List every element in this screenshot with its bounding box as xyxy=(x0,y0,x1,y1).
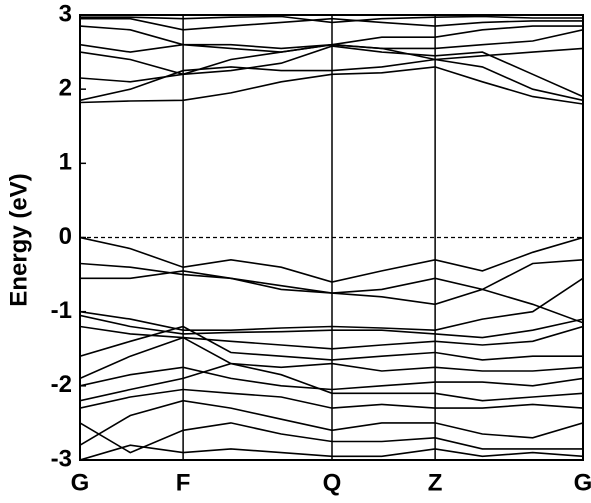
x-tick-label: F xyxy=(176,469,191,496)
y-tick-label: 3 xyxy=(59,0,72,27)
x-tick-label: G xyxy=(574,469,591,496)
y-tick-label: -2 xyxy=(51,371,72,398)
x-tick-label: G xyxy=(71,469,90,496)
plot-frame xyxy=(79,14,584,461)
y-tick-label: 1 xyxy=(59,149,72,176)
x-tick-label: Q xyxy=(323,469,342,496)
y-tick-label: 2 xyxy=(59,75,72,102)
y-tick-label: -1 xyxy=(51,297,72,324)
y-tick-label: 0 xyxy=(59,223,72,250)
y-tick-label: -3 xyxy=(51,445,72,472)
x-tick-label: Z xyxy=(428,469,443,496)
y-axis-label: Energy (eV) xyxy=(5,173,32,306)
